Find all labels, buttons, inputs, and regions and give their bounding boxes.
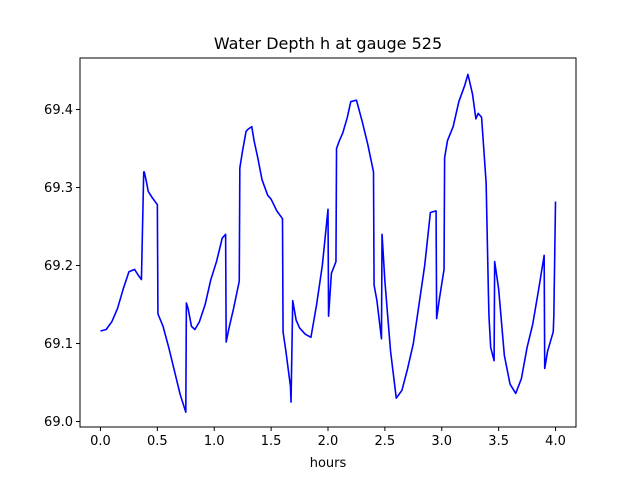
x-tick-label: 0.0 bbox=[90, 434, 111, 449]
y-tick-label: 69.2 bbox=[44, 259, 73, 274]
y-tick-label: 69.3 bbox=[44, 181, 73, 196]
x-axis-label: hours bbox=[310, 456, 347, 471]
x-tick-label: 1.5 bbox=[261, 434, 282, 449]
x-tick-label: 0.5 bbox=[147, 434, 168, 449]
y-tick-label: 69.1 bbox=[44, 337, 73, 352]
y-tick-label: 69.4 bbox=[44, 103, 73, 118]
x-tick-label: 3.0 bbox=[431, 434, 452, 449]
y-tick-label: 69.0 bbox=[44, 415, 73, 430]
chart-title: Water Depth h at gauge 525 bbox=[214, 34, 442, 53]
x-tick-label: 2.5 bbox=[375, 434, 396, 449]
plot-area bbox=[100, 73, 557, 413]
series-line-0 bbox=[100, 73, 557, 413]
x-tick-label: 1.0 bbox=[204, 434, 225, 449]
plot-frame bbox=[79, 57, 577, 428]
x-tick-label: 3.5 bbox=[488, 434, 509, 449]
x-axis-ticks: 0.0 0.5 1.0 1.5 2.0 2.5 3.0 3.5 4.0 bbox=[90, 427, 566, 449]
x-tick-label: 4.0 bbox=[545, 434, 566, 449]
x-tick-label: 2.0 bbox=[318, 434, 339, 449]
y-axis-ticks: 69.0 69.1 69.2 69.3 69.4 bbox=[44, 103, 80, 430]
